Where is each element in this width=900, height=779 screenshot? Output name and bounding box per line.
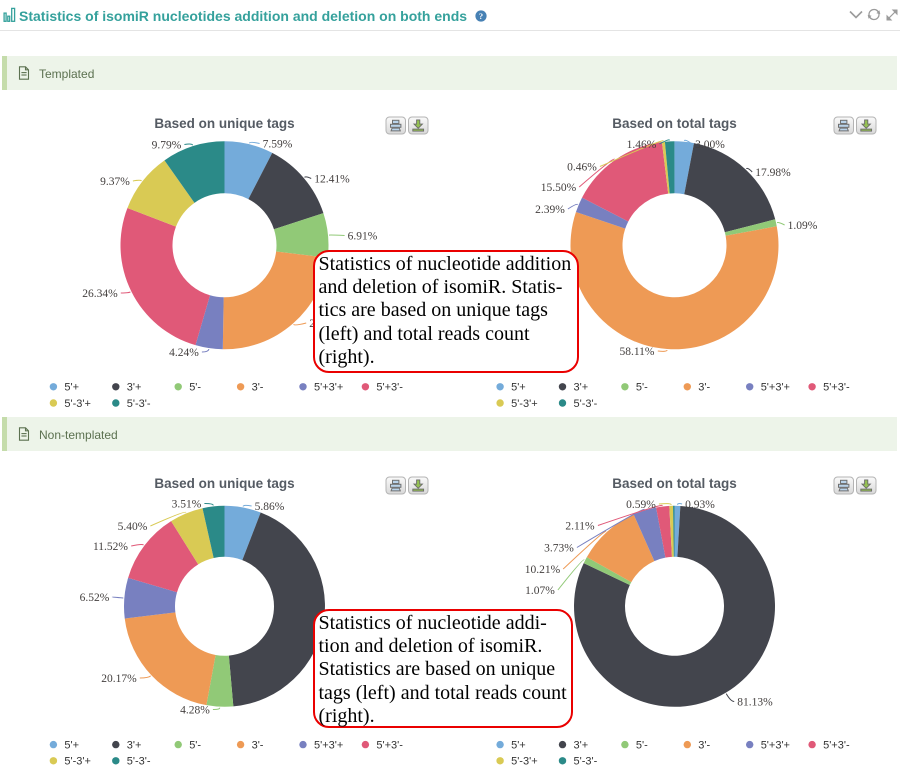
svg-text:3'+: 3'+ xyxy=(574,382,589,394)
svg-text:20.17%: 20.17% xyxy=(101,673,137,685)
svg-text:5'-3'-: 5'-3'- xyxy=(127,756,151,768)
svg-text:5'+: 5'+ xyxy=(511,740,526,752)
svg-text:3'-: 3'- xyxy=(698,740,710,752)
svg-text:0.59%: 0.59% xyxy=(626,499,656,511)
svg-text:6.91%: 6.91% xyxy=(348,231,378,243)
svg-text:5'+3'+: 5'+3'+ xyxy=(314,740,343,752)
svg-text:5'+3'+: 5'+3'+ xyxy=(761,740,790,752)
svg-text:3'-: 3'- xyxy=(252,382,264,394)
svg-text:5.86%: 5.86% xyxy=(255,501,285,513)
svg-text:5.40%: 5.40% xyxy=(118,521,148,533)
svg-text:5'+3'-: 5'+3'- xyxy=(376,740,403,752)
svg-text:17.98%: 17.98% xyxy=(755,167,791,179)
svg-text:26.34%: 26.34% xyxy=(82,288,118,300)
svg-text:1.09%: 1.09% xyxy=(788,220,818,232)
svg-text:3.51%: 3.51% xyxy=(172,499,202,511)
svg-text:5'-3'-: 5'-3'- xyxy=(127,398,151,410)
svg-text:12.41%: 12.41% xyxy=(314,174,350,186)
svg-text:3.73%: 3.73% xyxy=(544,543,574,555)
svg-text:5'-3'+: 5'-3'+ xyxy=(511,398,538,410)
svg-text:5'-: 5'- xyxy=(189,740,201,752)
svg-text:3.00%: 3.00% xyxy=(695,139,725,151)
svg-text:5'+3'+: 5'+3'+ xyxy=(314,382,343,394)
svg-text:6.52%: 6.52% xyxy=(80,592,110,604)
svg-text:9.79%: 9.79% xyxy=(152,140,182,152)
svg-text:5'-3'+: 5'-3'+ xyxy=(511,756,538,768)
svg-text:2.11%: 2.11% xyxy=(565,521,595,533)
svg-text:4.28%: 4.28% xyxy=(180,705,210,717)
svg-text:5'-3'+: 5'-3'+ xyxy=(64,398,91,410)
svg-text:3'+: 3'+ xyxy=(127,740,142,752)
svg-text:5'-3'+: 5'-3'+ xyxy=(64,756,91,768)
svg-text:5'-: 5'- xyxy=(636,740,648,752)
svg-text:2.39%: 2.39% xyxy=(535,204,565,216)
svg-text:10.21%: 10.21% xyxy=(525,564,561,576)
svg-text:5'-3'-: 5'-3'- xyxy=(574,398,598,410)
svg-text:5'+3'-: 5'+3'- xyxy=(823,740,850,752)
svg-text:3'+: 3'+ xyxy=(127,382,142,394)
svg-text:3'+: 3'+ xyxy=(574,740,589,752)
svg-text:5'+: 5'+ xyxy=(64,382,79,394)
svg-text:Based on total tags: Based on total tags xyxy=(612,476,737,491)
svg-text:15.50%: 15.50% xyxy=(541,182,577,194)
svg-text:3'-: 3'- xyxy=(252,740,264,752)
svg-text:4.24%: 4.24% xyxy=(169,347,199,359)
svg-text:11.52%: 11.52% xyxy=(93,541,128,553)
svg-text:1.07%: 1.07% xyxy=(525,585,555,597)
svg-text:5'+3'+: 5'+3'+ xyxy=(761,382,790,394)
svg-text:0.93%: 0.93% xyxy=(685,499,715,511)
svg-text:5'-3'-: 5'-3'- xyxy=(574,756,598,768)
svg-text:Based on unique tags: Based on unique tags xyxy=(154,116,294,131)
svg-text:1.46%: 1.46% xyxy=(627,139,657,151)
svg-text:Based on unique tags: Based on unique tags xyxy=(154,476,294,491)
svg-text:81.13%: 81.13% xyxy=(737,697,773,709)
svg-text:9.37%: 9.37% xyxy=(100,176,130,188)
svg-text:7.59%: 7.59% xyxy=(263,139,293,151)
svg-text:5'-: 5'- xyxy=(189,382,201,394)
svg-text:5'+: 5'+ xyxy=(64,740,79,752)
svg-text:5'-: 5'- xyxy=(636,382,648,394)
svg-text:Based on total tags: Based on total tags xyxy=(612,116,737,131)
svg-text:58.11%: 58.11% xyxy=(619,346,654,358)
svg-text:5'+3'-: 5'+3'- xyxy=(376,382,403,394)
svg-text:0.46%: 0.46% xyxy=(567,162,597,174)
svg-text:?: ? xyxy=(479,11,483,21)
svg-text:5'+3'-: 5'+3'- xyxy=(823,382,850,394)
svg-text:3'-: 3'- xyxy=(698,382,710,394)
svg-text:5'+: 5'+ xyxy=(511,382,526,394)
